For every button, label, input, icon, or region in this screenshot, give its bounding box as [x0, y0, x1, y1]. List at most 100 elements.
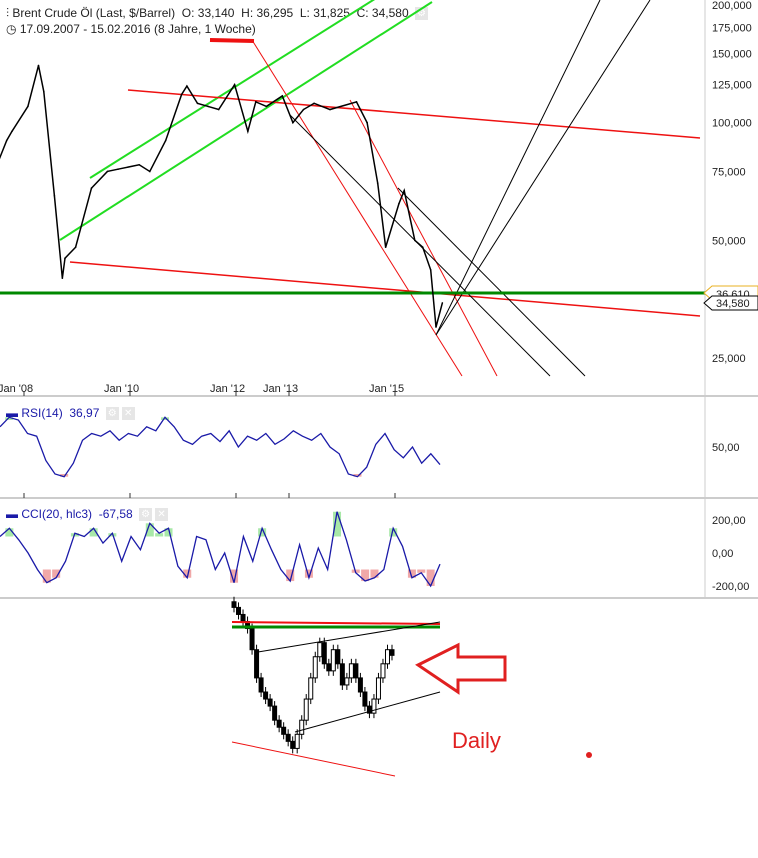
cci-oversold-fill: [286, 569, 295, 582]
daily-channel-line: [257, 621, 441, 653]
cci-overbought-fill: [164, 528, 173, 537]
settings-icon[interactable]: ⫶: [6, 6, 10, 20]
cci-oversold-fill: [370, 569, 379, 578]
cci-oversold-fill: [183, 569, 192, 578]
cci-oversold-fill: [230, 569, 239, 583]
price-point: [384, 246, 387, 249]
price-point: [164, 139, 167, 142]
candle-body: [267, 698, 273, 707]
candle-body: [308, 677, 314, 700]
gear-icon[interactable]: ⚙: [139, 508, 153, 522]
price-point: [27, 105, 29, 108]
date-range-text: 17.09.2007 - 15.02.2016 (8 Jahre, 1 Woch…: [19, 22, 256, 36]
cci-overbought-fill: [89, 528, 98, 537]
cci-tick-label: -200,00: [712, 581, 749, 593]
candle-body: [240, 613, 246, 623]
daily-resistance-line: [231, 621, 441, 625]
candle-body: [317, 642, 323, 658]
candle-body: [285, 733, 291, 742]
rsi-tick-label: 50,00: [712, 442, 740, 454]
cci-oversold-fill: [417, 569, 426, 573]
arrow-left-icon: [415, 642, 507, 695]
cci-oversold-fill: [52, 569, 61, 578]
price-point: [355, 101, 358, 103]
candle-body: [326, 663, 332, 672]
open-value: O: 33,140: [181, 6, 235, 20]
close-icon[interactable]: ✕: [121, 407, 135, 421]
rsi-value: 36,97: [69, 406, 100, 420]
price-point: [313, 102, 315, 105]
price-point: [281, 95, 284, 97]
candle-body: [384, 649, 390, 665]
close-icon[interactable]: ✕: [155, 508, 169, 522]
candle-body: [294, 733, 300, 749]
up-channel-line: [59, 1, 433, 241]
down-trend-line: [69, 261, 701, 317]
candle-body: [344, 677, 350, 686]
y-tick-label: 100,000: [712, 118, 752, 130]
price-point: [43, 90, 45, 93]
candle-body: [339, 663, 345, 686]
cci-label: CCI(20, hlc3): [21, 507, 93, 521]
fan-line: [435, 0, 651, 336]
down-trend-line: [127, 89, 701, 139]
low-value: L: 31,825: [299, 6, 350, 20]
price-point: [138, 163, 140, 166]
price-point: [366, 121, 368, 124]
candle-body: [375, 677, 381, 700]
close-value: C: 34,580: [356, 6, 409, 20]
candle-body: [353, 663, 359, 679]
price-point: [196, 102, 199, 105]
up-channel-line: [89, 0, 376, 179]
x-tick-label: Jan '15: [369, 383, 404, 395]
x-tick-label: Jan '13: [263, 383, 298, 395]
cci-legend: ▬ CCI(20, hlc3) -67,58 ⚙ ✕: [6, 507, 169, 522]
rsi-line: [0, 416, 441, 478]
price-point: [292, 121, 294, 124]
candle-body: [335, 649, 341, 665]
cci-oversold-fill: [361, 569, 370, 582]
price-point: [233, 83, 236, 86]
candle-body: [258, 677, 264, 693]
red-dot: [586, 752, 592, 758]
price-point: [403, 189, 406, 192]
cci-tick-label: 200,00: [712, 515, 746, 527]
y-tick-label: 25,000: [712, 353, 746, 365]
current-price-tag: [703, 295, 758, 311]
candle-body: [236, 606, 242, 615]
candle-body: [380, 663, 386, 679]
cci-line: [0, 511, 441, 588]
clock-icon: ◷: [6, 22, 17, 36]
current-price-text: 34,580: [716, 298, 750, 310]
price-point: [302, 108, 305, 111]
candle-body: [299, 719, 305, 735]
instrument-title: Brent Crude Öl (Last, $/Barrel): [12, 6, 176, 20]
marker-line: [209, 38, 255, 43]
candle-body: [254, 649, 260, 679]
cci-oversold-fill: [426, 569, 435, 586]
price-point: [441, 302, 444, 304]
price-point: [265, 105, 268, 108]
candle-body: [330, 649, 336, 672]
candle-body: [371, 698, 377, 714]
cci-overbought-fill: [389, 528, 398, 537]
price-point: [53, 194, 56, 197]
x-tick-label: Jan '12: [210, 383, 245, 395]
x-tick-label: Jan '10: [104, 383, 139, 395]
candle-body: [362, 691, 368, 707]
cci-overbought-fill: [155, 533, 164, 537]
price-point: [421, 246, 424, 249]
fan-line: [435, 0, 601, 336]
rsi-overbought-fill: [161, 417, 169, 420]
price-point: [37, 64, 40, 67]
price-point: [414, 239, 416, 242]
price-point: [376, 182, 379, 184]
price-point: [74, 246, 77, 249]
price-point: [255, 101, 257, 103]
price-point: [106, 170, 109, 173]
gear-icon[interactable]: ⚙: [105, 407, 119, 421]
x-tick-label: Jan '08: [0, 383, 33, 395]
rsi-oversold-fill: [60, 474, 69, 477]
